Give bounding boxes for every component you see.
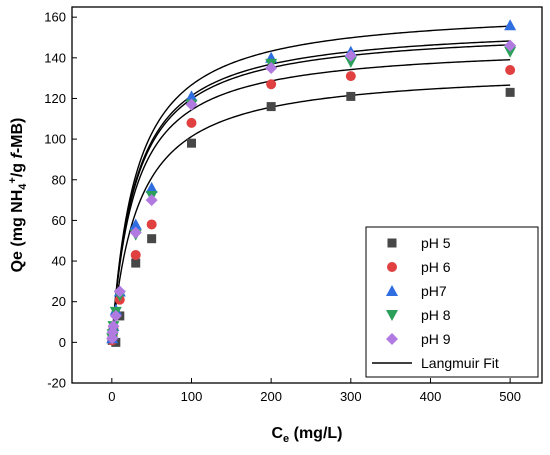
- y-tick-label: -20: [47, 376, 66, 391]
- y-tick-label: 80: [52, 172, 66, 187]
- data-point: [505, 65, 516, 76]
- data-point: [113, 285, 126, 298]
- legend-label: pH7: [421, 283, 447, 299]
- data-point: [504, 46, 517, 58]
- data-point: [344, 49, 357, 62]
- x-tick-label: 300: [340, 389, 362, 404]
- x-tick-label: 0: [108, 389, 115, 404]
- data-point: [145, 194, 158, 207]
- legend-label: pH 9: [421, 331, 451, 347]
- y-tick-label: 40: [52, 254, 66, 269]
- data-point: [345, 71, 356, 82]
- data-point: [130, 249, 141, 260]
- data-point: [504, 39, 517, 52]
- data-points: [106, 19, 517, 347]
- langmuir-fit-line: [111, 59, 511, 343]
- data-point: [344, 56, 357, 68]
- data-point: [186, 138, 196, 148]
- legend-label: pH 6: [421, 259, 451, 275]
- data-point: [145, 181, 158, 193]
- x-tick-label: 500: [499, 389, 521, 404]
- data-point: [185, 90, 198, 102]
- legend: pH 5 pH 6 pH7 pH 8 pH 9 Langmuir Fit: [365, 226, 539, 378]
- data-point: [186, 117, 197, 128]
- y-tick-label: 60: [52, 213, 66, 228]
- legend-items: pH 5 pH 6 pH7 pH 8 pH 9 Langmuir Fit: [372, 235, 499, 371]
- data-point: [504, 19, 517, 31]
- y-tick-label: 20: [52, 294, 66, 309]
- langmuir-fit-line: [111, 44, 511, 343]
- y-tick-label: 100: [44, 132, 66, 147]
- data-point: [147, 234, 157, 244]
- data-point: [266, 79, 277, 90]
- x-tick-label: 100: [181, 389, 203, 404]
- x-tick-label: 200: [260, 389, 282, 404]
- legend-marker: [387, 262, 397, 272]
- data-point: [129, 218, 142, 230]
- x-axis-ticks: 0 100 200 300 400 500: [108, 378, 521, 404]
- data-point: [107, 320, 120, 333]
- data-point: [129, 226, 142, 239]
- data-point: [505, 87, 515, 97]
- plot-frame: [71, 6, 543, 384]
- legend-label: Langmuir Fit: [421, 355, 499, 371]
- data-point: [266, 102, 276, 112]
- x-tick-label: 400: [420, 389, 442, 404]
- legend-label: pH 5: [421, 235, 451, 251]
- data-point: [131, 258, 141, 268]
- legend-box: [365, 226, 539, 378]
- y-tick-label: 120: [44, 91, 66, 106]
- y-axis-ticks: -20 0 20 40 60 80 100 120 140 160: [44, 10, 77, 391]
- data-point: [146, 219, 157, 230]
- data-point: [346, 91, 356, 101]
- fit-lines: [111, 25, 511, 343]
- legend-label: pH 8: [421, 307, 451, 323]
- data-point: [109, 309, 122, 322]
- legend-marker: [386, 333, 398, 345]
- langmuir-fit-line: [111, 25, 511, 343]
- x-axis-title: Ce (mg/L): [271, 425, 342, 445]
- legend-marker: [386, 310, 398, 321]
- data-point: [185, 98, 198, 111]
- y-tick-label: 140: [44, 50, 66, 65]
- y-tick-label: 0: [59, 335, 66, 350]
- y-tick-label: 160: [44, 10, 66, 25]
- y-axis-title: Qe (mg NH4+/g f-MB): [7, 118, 29, 273]
- legend-marker: [387, 238, 397, 248]
- langmuir-fit-line: [111, 40, 511, 343]
- data-point: [265, 61, 278, 74]
- langmuir-fit-line: [111, 84, 511, 343]
- legend-marker: [386, 285, 398, 296]
